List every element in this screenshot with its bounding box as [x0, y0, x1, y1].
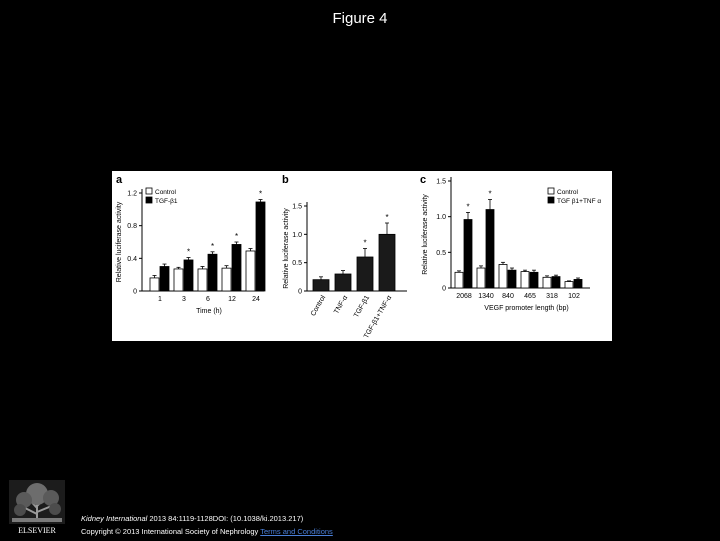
panel-c-legend-label: TGF β1+TNF α	[557, 198, 601, 205]
panel-b-y-tick-label: 1.5	[292, 204, 302, 211]
panel-c-x-tick-label: 318	[546, 293, 558, 300]
panel-a-legend-swatch	[145, 196, 153, 204]
panel-c-bar-1-5	[573, 279, 583, 289]
terms-and-conditions-link[interactable]: Terms and Conditions	[260, 527, 333, 536]
panel-a-letter: a	[116, 174, 123, 186]
panel-a-y-tick-label: 0	[133, 289, 137, 296]
panel-c-y-tick-label: 1.0	[436, 214, 446, 221]
elsevier-logo: ELSEVIER	[6, 478, 68, 536]
panel-b-y-axis-label: Relative luciferase activity	[283, 208, 290, 289]
citation-line-2: Copyright © 2013 International Society o…	[81, 525, 333, 538]
panel-a-bar-1-0	[159, 266, 170, 292]
panel-a-bar-0-3	[221, 267, 232, 292]
panel-c-bar-0-1	[476, 267, 486, 289]
panel-a-bar-0-4	[245, 250, 256, 292]
panel-a-bar-1-4	[255, 201, 266, 292]
panel-c-legend-label: Control	[557, 189, 579, 196]
panel-c-legend-swatch	[547, 187, 555, 195]
panel-c-y-tick-label: 0	[442, 286, 446, 293]
panel-c-bar-0-5	[564, 281, 574, 289]
panel-c-bar-0-2	[498, 264, 508, 289]
citation-line-1: Kidney International 2013 84:1119-1128DO…	[81, 512, 333, 525]
panel-c-bar-1-0	[463, 219, 473, 289]
panel-c-significance-star: *	[466, 202, 469, 211]
panel-a-x-tick-label: 24	[252, 296, 260, 303]
panel-a-x-tick-label: 1	[158, 296, 162, 303]
panel-b-bar-0-2	[356, 256, 374, 292]
panel-a-x-tick-label: 6	[206, 296, 210, 303]
panel-c-letter: c	[420, 174, 426, 186]
panel-a-y-tick-label: 0.4	[127, 256, 137, 263]
panel-b-x-tick-label: Control	[310, 294, 328, 317]
panel-a-significance-star: *	[211, 242, 214, 251]
panel-c-bar-1-4	[551, 276, 561, 289]
panel-b-significance-star: *	[385, 213, 388, 222]
panel-b-significance-star: *	[363, 239, 366, 248]
panel-b-x-tick-label: TGF-β1	[353, 294, 371, 319]
panel-c-y-tick-label: 0.5	[436, 250, 446, 257]
panel-b-letter: b	[282, 174, 289, 186]
panel-c-x-tick-label: 2068	[456, 293, 472, 300]
panel-a-significance-star: *	[235, 232, 238, 241]
elsevier-tree-icon: ELSEVIER	[9, 480, 65, 535]
panel-c-y-axis-label: Relative luciferase activity	[422, 194, 429, 275]
panel-b-y-tick-label: 0.5	[292, 260, 302, 267]
panel-c-y-tick-label: 1.5	[436, 179, 446, 186]
panel-a-y-tick-label: 1.2	[127, 191, 137, 198]
panel-a-legend-swatch	[145, 187, 153, 195]
panel-a-bar-0-0	[149, 277, 160, 292]
panel-a-x-tick-label: 12	[228, 296, 236, 303]
panel-a-bar-1-3	[231, 244, 242, 292]
panel-c-bar-0-0	[454, 271, 464, 289]
citation-block: Kidney International 2013 84:1119-1128DO…	[81, 512, 333, 538]
panel-b-bar-0-3	[378, 233, 396, 292]
panel-a-bar-1-2	[207, 253, 218, 292]
figure-title: Figure 4	[332, 10, 388, 27]
citation-details: 2013 84:1119-1128DOI: (10.1038/ki.2013.2…	[147, 514, 304, 523]
panel-a-legend-label: Control	[155, 189, 177, 196]
journal-name: Kidney International	[81, 514, 148, 523]
panel-a-y-axis-label: Relative luciferase activity	[116, 201, 123, 282]
copyright-text: Copyright © 2013 International Society o…	[81, 527, 261, 536]
panel-c-significance-star: *	[488, 190, 491, 199]
panel-b-bar-0-0	[312, 279, 330, 292]
panel-c-bar-1-1	[485, 209, 495, 289]
panel-c-x-tick-label: 102	[568, 293, 580, 300]
figure-image: a 0 0.4 0.8 1.2 Relative luciferase activity 1…	[112, 171, 612, 341]
panel-c-x-tick-label: 840	[502, 293, 514, 300]
panel-a-bar-0-1	[173, 268, 184, 292]
panel-b-y-tick-label: 0	[298, 289, 302, 296]
panel-b-bar-0-1	[334, 273, 352, 292]
panel-c-x-tick-label: 1340	[478, 293, 494, 300]
panel-c-bar-1-2	[507, 269, 517, 289]
panel-a-significance-star: *	[187, 248, 190, 257]
panel-c-bar-1-3	[529, 271, 539, 289]
panel-a-bar-1-1	[183, 259, 194, 292]
panel-a-y-tick-label: 0.8	[127, 223, 137, 230]
panel-a-legend-label: TGF-β1	[155, 198, 178, 205]
panel-a-x-tick-label: 3	[182, 296, 186, 303]
panel-b-y-tick-label: 1.0	[292, 232, 302, 239]
panel-c-legend-swatch	[547, 196, 555, 204]
panel-a-x-axis-label: Time (h)	[196, 308, 222, 315]
panel-a-significance-star: *	[259, 190, 262, 199]
elsevier-wordmark: ELSEVIER	[18, 526, 56, 535]
panel-c-x-tick-label: 465	[524, 293, 536, 300]
panel-c-bar-0-3	[520, 271, 530, 289]
panel-c-bar-0-4	[542, 276, 552, 289]
panel-c-x-axis-label: VEGF promoter length (bp)	[484, 305, 568, 312]
panel-a-bar-0-2	[197, 268, 208, 292]
panel-b-x-tick-label: TNF-α	[333, 295, 349, 316]
